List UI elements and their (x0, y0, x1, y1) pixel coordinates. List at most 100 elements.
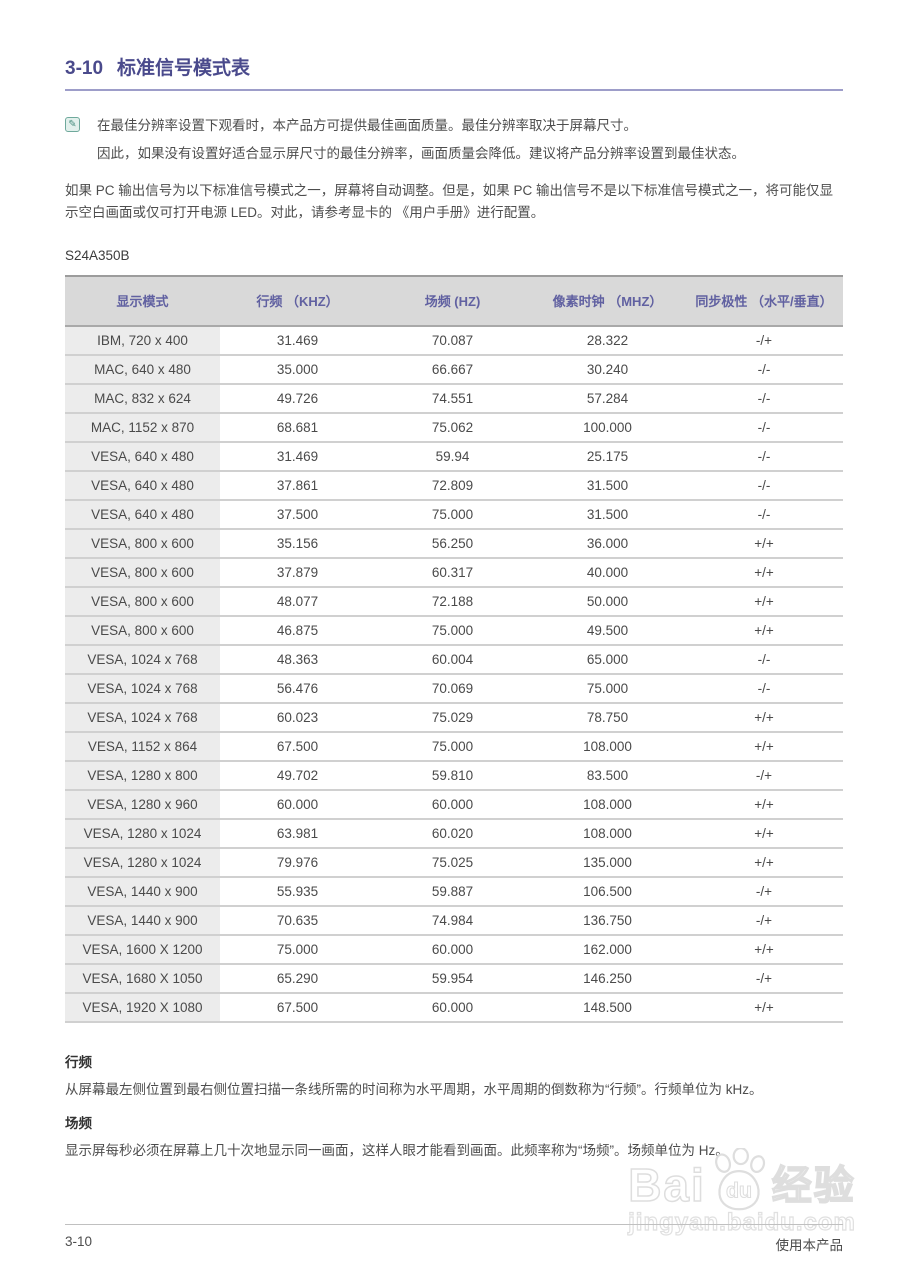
page-footer: 3-10 使用本产品 (65, 1224, 843, 1254)
display-mode-cell: VESA, 1440 x 900 (65, 906, 220, 936)
value-cell: 72.809 (375, 471, 530, 501)
value-cell: 35.156 (220, 529, 375, 559)
value-cell: -/- (685, 500, 843, 530)
note-line: 在最佳分辨率设置下观看时，本产品方可提供最佳画面质量。最佳分辨率取决于屏幕尺寸。 (97, 118, 637, 133)
watermark: Bai du 经验 jingyan.baidu.com (617, 1148, 867, 1236)
display-mode-cell: IBM, 720 x 400 (65, 326, 220, 356)
value-cell: +/+ (685, 935, 843, 965)
value-cell: -/+ (685, 906, 843, 936)
value-cell: -/- (685, 413, 843, 443)
glossary-term: 行频 (65, 1055, 92, 1070)
value-cell: 146.250 (530, 964, 685, 994)
value-cell: 72.188 (375, 587, 530, 617)
value-cell: 67.500 (220, 993, 375, 1023)
value-cell: 37.500 (220, 500, 375, 530)
value-cell: 30.240 (530, 355, 685, 385)
display-mode-cell: VESA, 1024 x 768 (65, 703, 220, 733)
value-cell: 75.000 (220, 935, 375, 965)
value-cell: 59.94 (375, 442, 530, 472)
display-mode-cell: VESA, 1920 X 1080 (65, 993, 220, 1023)
value-cell: -/- (685, 355, 843, 385)
value-cell: 60.000 (375, 935, 530, 965)
model-label: S24A350B (65, 248, 130, 263)
value-cell: 55.935 (220, 877, 375, 907)
value-cell: 74.551 (375, 384, 530, 414)
table-row: VESA, 800 x 600 37.879 60.317 40.000 +/+ (65, 558, 843, 588)
value-cell: 59.810 (375, 761, 530, 791)
value-cell: 35.000 (220, 355, 375, 385)
glossary-term: 场频 (65, 1116, 92, 1131)
value-cell: -/- (685, 471, 843, 501)
value-cell: 75.025 (375, 848, 530, 878)
value-cell: 28.322 (530, 326, 685, 356)
note-line: 因此，如果没有设置好适合显示屏尺寸的最佳分辨率，画面质量会降低。建议将产品分辨率… (97, 146, 745, 161)
column-header: 显示模式 (65, 276, 220, 327)
value-cell: 46.875 (220, 616, 375, 646)
value-cell: 75.000 (375, 732, 530, 762)
display-mode-cell: VESA, 1024 x 768 (65, 674, 220, 704)
value-cell: 67.500 (220, 732, 375, 762)
table-row: MAC, 832 x 624 49.726 74.551 57.284 -/- (65, 384, 843, 414)
value-cell: 79.976 (220, 848, 375, 878)
column-header: 像素时钟 （MHZ） (530, 276, 685, 327)
value-cell: 31.469 (220, 442, 375, 472)
table-row: VESA, 1440 x 900 70.635 74.984 136.750 -/+ (65, 906, 843, 936)
display-mode-cell: VESA, 1680 X 1050 (65, 964, 220, 994)
table-row: MAC, 640 x 480 35.000 66.667 30.240 -/- (65, 355, 843, 385)
value-cell: 59.954 (375, 964, 530, 994)
value-cell: 148.500 (530, 993, 685, 1023)
value-cell: 60.317 (375, 558, 530, 588)
value-cell: 60.000 (375, 993, 530, 1023)
table-row: VESA, 1920 X 1080 67.500 60.000 148.500 +/+ (65, 993, 843, 1023)
value-cell: 60.023 (220, 703, 375, 733)
display-mode-cell: VESA, 800 x 600 (65, 558, 220, 588)
value-cell: 56.250 (375, 529, 530, 559)
watermark-brand-suffix: 经验 (771, 1163, 856, 1209)
value-cell: +/+ (685, 790, 843, 820)
watermark-brand-left: Bai (627, 1159, 706, 1211)
value-cell: 31.500 (530, 500, 685, 530)
display-mode-cell: VESA, 1440 x 900 (65, 877, 220, 907)
table-row: VESA, 800 x 600 35.156 56.250 36.000 +/+ (65, 529, 843, 559)
footer-section-label: 使用本产品 (775, 1238, 844, 1253)
value-cell: -/- (685, 645, 843, 675)
value-cell: 60.020 (375, 819, 530, 849)
glossary-definition: 从屏幕最左侧位置到最右侧位置扫描一条线所需的时间称为水平周期，水平周期的倒数称为… (65, 1082, 763, 1097)
value-cell: -/- (685, 442, 843, 472)
table-row: VESA, 800 x 600 48.077 72.188 50.000 +/+ (65, 587, 843, 617)
table-row: VESA, 640 x 480 31.469 59.94 25.175 -/- (65, 442, 843, 472)
value-cell: 75.029 (375, 703, 530, 733)
column-header: 场频 (HZ) (375, 276, 530, 327)
value-cell: 75.000 (375, 500, 530, 530)
display-mode-cell: MAC, 832 x 624 (65, 384, 220, 414)
value-cell: 37.861 (220, 471, 375, 501)
value-cell: 56.476 (220, 674, 375, 704)
value-cell: 48.363 (220, 645, 375, 675)
value-cell: -/- (685, 384, 843, 414)
value-cell: 37.879 (220, 558, 375, 588)
section-title: 标准信号模式表 (117, 58, 251, 79)
value-cell: 108.000 (530, 790, 685, 820)
value-cell: 49.702 (220, 761, 375, 791)
value-cell: -/+ (685, 877, 843, 907)
value-cell: 50.000 (530, 587, 685, 617)
value-cell: 40.000 (530, 558, 685, 588)
value-cell: 68.681 (220, 413, 375, 443)
display-mode-cell: VESA, 1280 x 1024 (65, 848, 220, 878)
value-cell: 75.062 (375, 413, 530, 443)
value-cell: 106.500 (530, 877, 685, 907)
display-mode-cell: MAC, 1152 x 870 (65, 413, 220, 443)
footer-page-number: 3-10 (65, 1234, 93, 1249)
value-cell: 162.000 (530, 935, 685, 965)
value-cell: 57.284 (530, 384, 685, 414)
value-cell: 49.726 (220, 384, 375, 414)
display-mode-cell: VESA, 640 x 480 (65, 471, 220, 501)
table-header-row: 显示模式 行频 （KHZ） 场频 (HZ) 像素时钟 （MHZ） 同步极性 （水平/垂直… (65, 276, 843, 327)
column-header: 同步极性 （水平/垂直） (685, 276, 843, 327)
table-row: VESA, 800 x 600 46.875 75.000 49.500 +/+ (65, 616, 843, 646)
value-cell: +/+ (685, 616, 843, 646)
table-row: VESA, 1280 x 800 49.702 59.810 83.500 -/+ (65, 761, 843, 791)
section-number: 3-10 (65, 58, 104, 79)
value-cell: 100.000 (530, 413, 685, 443)
